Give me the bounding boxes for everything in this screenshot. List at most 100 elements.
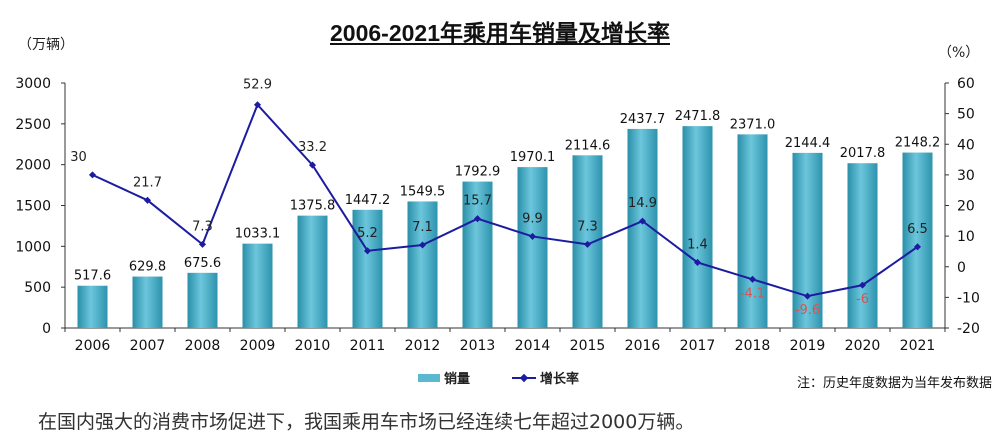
x-tick-label: 2015 bbox=[570, 338, 606, 354]
growth-label: -4.1 bbox=[740, 286, 765, 301]
right-tick-label: 40 bbox=[957, 137, 975, 153]
x-tick-label: 2021 bbox=[900, 338, 936, 354]
left-tick-label: 0 bbox=[42, 321, 51, 337]
growth-label: 9.9 bbox=[522, 211, 543, 226]
growth-point-2009 bbox=[253, 101, 262, 109]
x-tick-label: 2019 bbox=[790, 338, 826, 354]
growth-point-2007 bbox=[143, 196, 152, 204]
x-tick-label: 2014 bbox=[515, 338, 551, 354]
left-tick-label: 1000 bbox=[15, 239, 51, 255]
bar-label: 1792.9 bbox=[455, 165, 501, 180]
growth-point-2017 bbox=[693, 258, 702, 266]
growth-label: 1.4 bbox=[687, 237, 708, 252]
legend-growth-label: 增长率 bbox=[540, 372, 580, 387]
right-tick-label: -10 bbox=[957, 290, 980, 306]
left-tick-label: 2500 bbox=[15, 117, 51, 133]
growth-label: -6 bbox=[856, 292, 869, 307]
right-tick-label: -20 bbox=[957, 321, 980, 337]
growth-label: 7.1 bbox=[412, 220, 433, 235]
x-tick-label: 2009 bbox=[240, 338, 276, 354]
x-tick-label: 2020 bbox=[845, 338, 881, 354]
growth-label: 6.5 bbox=[907, 222, 928, 237]
left-tick-label: 2000 bbox=[15, 158, 51, 174]
growth-point-2014 bbox=[528, 232, 537, 240]
x-tick-label: 2012 bbox=[405, 338, 441, 354]
x-tick-label: 2008 bbox=[185, 338, 221, 354]
x-tick-label: 2007 bbox=[130, 338, 166, 354]
right-tick-label: 60 bbox=[957, 76, 975, 92]
growth-label: 7.3 bbox=[192, 219, 213, 234]
growth-label: 52.9 bbox=[243, 78, 272, 93]
growth-label: 30 bbox=[70, 150, 87, 165]
bar-2006 bbox=[77, 285, 108, 328]
growth-label: -9.6 bbox=[795, 303, 820, 318]
bar-2008 bbox=[187, 272, 218, 328]
growth-label: 21.7 bbox=[133, 175, 162, 190]
left-tick-label: 3000 bbox=[15, 76, 51, 92]
bar-2009 bbox=[242, 243, 273, 328]
bar-label: 1549.5 bbox=[400, 184, 446, 199]
growth-point-2019 bbox=[803, 292, 812, 300]
bar-label: 2371.0 bbox=[730, 117, 776, 132]
right-tick-label: 20 bbox=[957, 199, 975, 215]
bar-label: 1447.2 bbox=[345, 193, 391, 208]
bar-2018 bbox=[737, 134, 768, 328]
growth-label: 7.3 bbox=[577, 219, 598, 234]
right-tick-label: 30 bbox=[957, 168, 975, 184]
x-tick-label: 2013 bbox=[460, 338, 496, 354]
x-tick-label: 2010 bbox=[295, 338, 331, 354]
bar-label: 1375.8 bbox=[290, 199, 336, 214]
legend-sales-label: 销量 bbox=[444, 372, 471, 387]
growth-line bbox=[92, 102, 919, 298]
growth-point-2011 bbox=[363, 247, 372, 255]
x-tick-label: 2018 bbox=[735, 338, 771, 354]
growth-point-2018 bbox=[748, 275, 757, 283]
legend-bar-swatch bbox=[418, 373, 440, 382]
bar-2011 bbox=[352, 209, 383, 328]
right-tick-label: 50 bbox=[957, 107, 975, 123]
bar-label: 675.6 bbox=[184, 256, 221, 271]
bar-label: 629.8 bbox=[129, 260, 166, 275]
growth-point-2021 bbox=[913, 243, 922, 251]
growth-point-2012 bbox=[418, 241, 427, 249]
legend-growth: 增长率 bbox=[512, 368, 579, 387]
left-tick-label: 1500 bbox=[15, 199, 51, 215]
bar-2007 bbox=[132, 276, 163, 328]
bar-label: 2471.8 bbox=[675, 109, 721, 124]
caption: 在国内强大的消费市场促进下，我国乘用车市场已经连续七年超过2000万辆。 bbox=[38, 411, 695, 433]
growth-label: 15.7 bbox=[463, 194, 492, 209]
left-axis-unit: （万辆） bbox=[18, 37, 74, 53]
x-tick-label: 2006 bbox=[75, 338, 111, 354]
chart-title: 2006-2021年乘用车销量及增长率 bbox=[330, 20, 670, 46]
growth-point-2013 bbox=[473, 215, 482, 223]
growth-point-2006 bbox=[88, 171, 97, 179]
bar-2013 bbox=[462, 181, 493, 328]
footnote: 注：历史年度数据为当年发布数据 bbox=[796, 376, 992, 391]
right-tick-label: 10 bbox=[957, 229, 975, 245]
x-tick-label: 2017 bbox=[680, 338, 716, 354]
bar-2014 bbox=[517, 167, 548, 328]
growth-label: 5.2 bbox=[357, 226, 378, 241]
legend-line-swatch bbox=[512, 373, 536, 382]
bar-2020 bbox=[847, 163, 878, 328]
growth-label: 14.9 bbox=[628, 196, 657, 211]
bar-label: 1033.1 bbox=[235, 227, 281, 242]
bar-label: 2114.6 bbox=[565, 138, 611, 153]
right-tick-label: 0 bbox=[957, 260, 966, 276]
bar-2021 bbox=[902, 152, 933, 328]
bar-label: 2017.8 bbox=[840, 146, 886, 161]
bar-2017 bbox=[682, 126, 713, 329]
growth-label: 33.2 bbox=[298, 140, 327, 155]
growth-point-2020 bbox=[858, 281, 867, 289]
growth-point-2008 bbox=[198, 240, 207, 248]
bar-label: 2437.7 bbox=[620, 112, 666, 127]
bar-label: 517.6 bbox=[74, 269, 111, 284]
x-tick-label: 2011 bbox=[350, 338, 386, 354]
growth-point-2015 bbox=[583, 240, 592, 248]
bar-2010 bbox=[297, 215, 328, 328]
bar-label: 1970.1 bbox=[510, 150, 556, 165]
growth-point-2016 bbox=[638, 217, 647, 225]
bar-2012 bbox=[407, 201, 438, 328]
bar-label: 2148.2 bbox=[895, 136, 941, 151]
